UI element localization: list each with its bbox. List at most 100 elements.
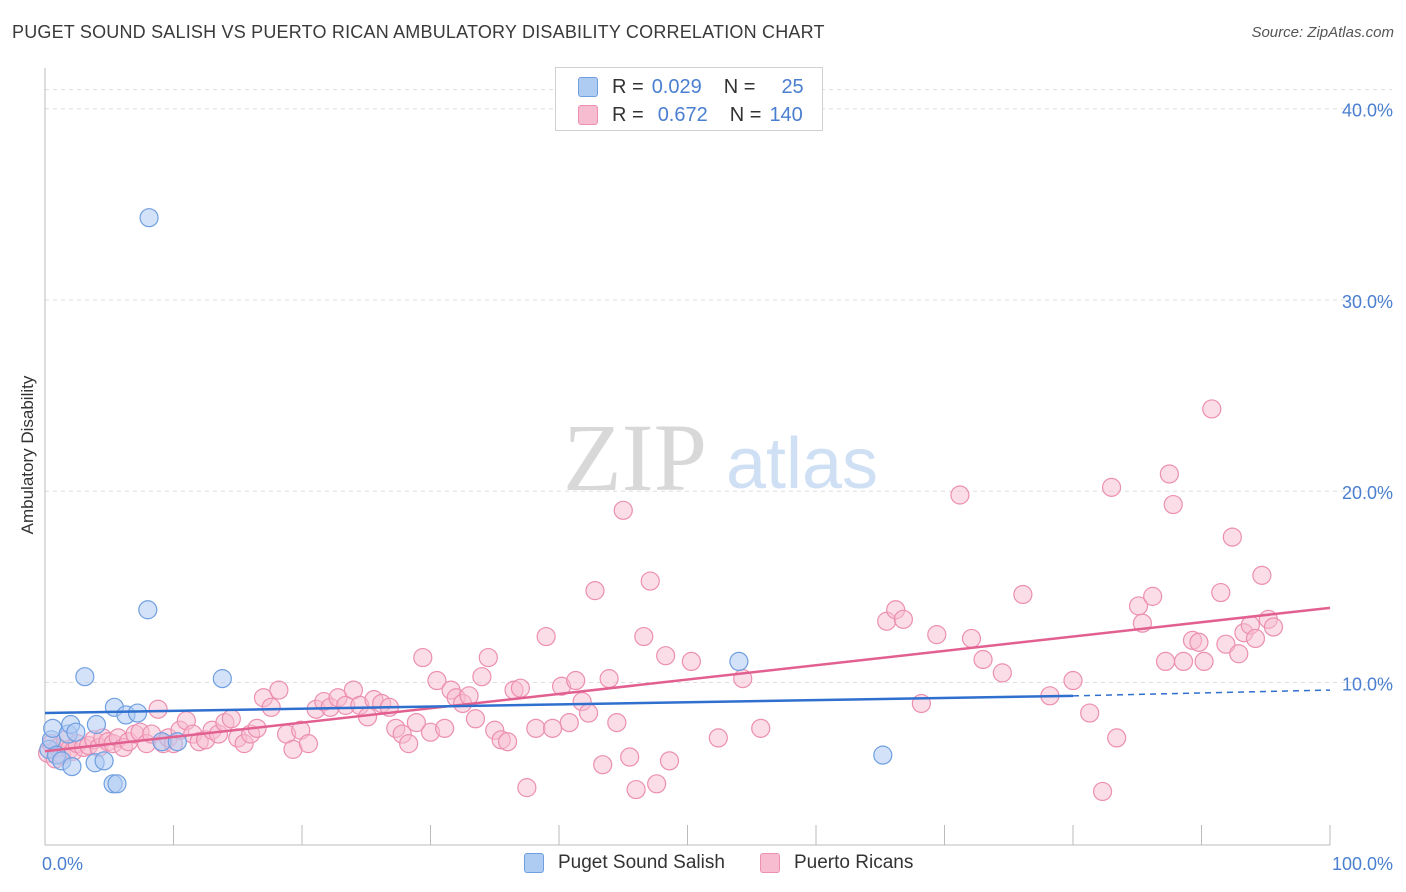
legend-swatch-blue [578,77,598,97]
point-puerto-ricans [973,649,993,670]
trend-line-puget-sound-salish [44,694,1074,715]
x-tick-labels: 0.0% 100.0% [42,854,1393,874]
point-puerto-ricans [1194,651,1214,672]
point-puerto-ricans [1092,781,1113,802]
point-puerto-ricans [566,670,586,691]
y-tick-label: 30.0% [1342,292,1393,312]
legend-n-value: 25 [781,75,804,98]
chart-title: PUGET SOUND SALISH VS PUERTO RICAN AMBUL… [12,22,825,42]
point-puget-sound-salish [729,651,749,672]
legend-r-value: 0.029 [651,75,702,98]
point-puerto-ricans [659,751,680,771]
point-puget-sound-salish [139,208,159,228]
point-puget-sound-salish [138,600,158,620]
bottom-legend-puget-sound-salish: Puget Sound Salish [524,852,725,874]
legend-n-label: N = [723,75,756,98]
legend-r-value: 0.672 [657,103,708,126]
legend: R = 0.029 N = 25 R = 0.672 N = 140 [555,67,823,131]
point-puerto-ricans [634,626,654,647]
point-puerto-ricans [510,678,531,698]
watermark: ZIP atlas [563,404,878,511]
point-puerto-ricans [599,669,619,689]
point-puerto-ricans [585,581,605,601]
y-tick-labels: 10.0% 20.0% 30.0% 40.0% [1342,101,1393,695]
axes [44,68,1331,846]
bottom-legend-swatch-blue [524,853,544,873]
point-puerto-ricans [620,747,640,767]
point-puerto-ricans [517,778,537,798]
point-puerto-ricans [1189,632,1209,652]
point-puget-sound-salish [94,751,114,771]
point-puget-sound-salish [86,714,107,735]
point-puerto-ricans [647,774,667,794]
point-puget-sound-salish [107,774,127,794]
point-puerto-ricans [559,712,579,733]
legend-swatch-pink [578,105,598,125]
point-puerto-ricans [542,718,563,738]
bottom-legend-swatch-pink [760,853,780,873]
bottom-legend-label: Puget Sound Salish [558,852,725,873]
legend-r-label: R = [612,75,644,98]
point-puerto-ricans [613,500,633,520]
point-puerto-ricans [1173,651,1194,672]
point-puerto-ricans [1252,565,1272,585]
point-puerto-ricans [498,732,518,752]
y-tick-label: 40.0% [1342,101,1393,121]
point-puerto-ricans [1080,703,1100,723]
y-tick-label: 20.0% [1342,483,1393,503]
point-puerto-ricans [435,718,455,738]
point-puerto-ricans [472,667,492,687]
point-puget-sound-salish [127,703,148,723]
point-puerto-ricans [1245,628,1266,649]
point-puerto-ricans [1263,617,1284,637]
point-puerto-ricans [1202,399,1222,419]
point-puerto-ricans [640,571,660,591]
point-puerto-ricans [593,755,613,775]
point-puerto-ricans [950,485,970,505]
point-puget-sound-salish [62,756,82,777]
point-puerto-ricans [893,609,913,629]
y-tick-label: 10.0% [1342,674,1393,694]
legend-r-label: R = [612,103,644,126]
point-puerto-ricans [526,718,546,738]
point-puerto-ricans [1155,651,1176,672]
series-puget-sound-salish-points [39,208,893,794]
point-puerto-ricans [536,626,556,647]
trend-lines [44,606,1331,753]
point-puerto-ricans [626,779,646,800]
point-puerto-ricans [1229,644,1249,664]
point-puerto-ricans [992,663,1012,683]
point-puerto-ricans [1063,670,1083,691]
point-puerto-ricans [427,670,447,691]
point-puerto-ricans [1222,527,1242,547]
watermark-zip: ZIP [563,404,707,511]
legend-n-value: 140 [769,103,803,126]
grid-lines [45,89,1392,683]
point-puget-sound-salish [66,722,86,742]
point-puerto-ricans [269,680,289,700]
point-puerto-ricans [1163,494,1183,515]
point-puerto-ricans [1216,634,1236,654]
point-puget-sound-salish [75,667,95,687]
point-puerto-ricans [148,699,168,719]
point-puerto-ricans [1211,582,1231,603]
point-puerto-ricans [406,712,426,733]
point-puerto-ricans [413,647,433,668]
point-puerto-ricans [961,628,982,649]
point-puerto-ricans [1107,728,1127,748]
point-puerto-ricans [708,728,728,748]
point-puerto-ricans [465,709,486,729]
point-puerto-ricans [399,734,419,754]
point-puerto-ricans [478,647,498,668]
trend-line-puerto-ricans [44,606,1331,753]
x-tick-label: 100.0% [1332,854,1393,874]
legend-row-puerto-ricans: R = 0.672 N = 140 [578,101,803,129]
bottom-legend-puerto-ricans: Puerto Ricans [760,852,913,874]
point-puget-sound-salish [212,669,232,689]
point-puerto-ricans [927,625,947,645]
point-puget-sound-salish [873,745,893,765]
point-puerto-ricans [1159,464,1179,484]
point-puerto-ricans [221,709,241,729]
legend-row-puget-sound-salish: R = 0.029 N = 25 [578,73,804,101]
